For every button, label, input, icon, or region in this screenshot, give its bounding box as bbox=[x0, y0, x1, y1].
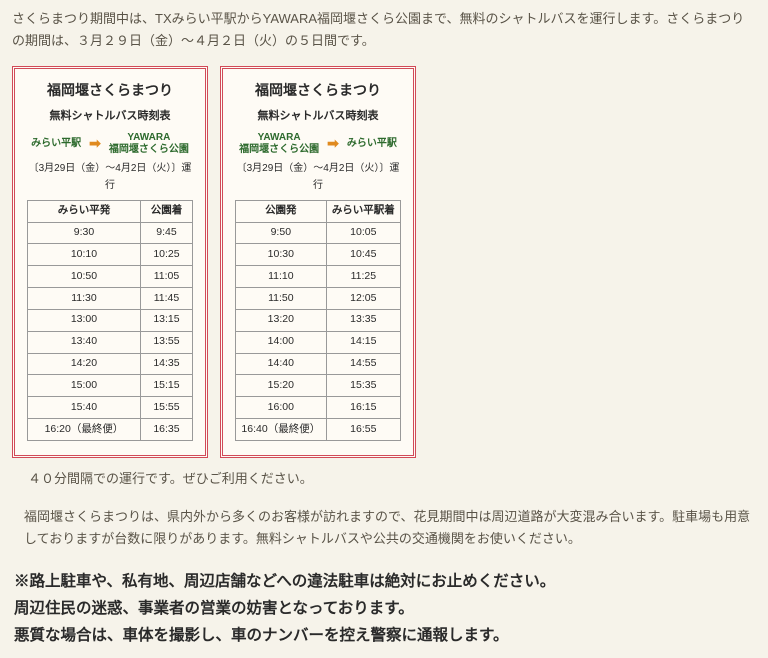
table-cell: 12:05 bbox=[326, 288, 400, 310]
stop-from-l1: YAWARA bbox=[258, 132, 301, 143]
stop-from-l2: 福岡堰さくら公園 bbox=[239, 144, 319, 155]
table-cell: 15:00 bbox=[28, 375, 141, 397]
table-cell: 15:55 bbox=[140, 397, 192, 419]
stop-to: YAWARA 福岡堰さくら公園 bbox=[109, 132, 189, 156]
table-cell: 16:35 bbox=[140, 419, 192, 441]
table-cell: 13:35 bbox=[326, 309, 400, 331]
table-row: 13:4013:55 bbox=[28, 331, 193, 353]
col-header: みらい平駅着 bbox=[326, 200, 400, 222]
table-cell: 15:15 bbox=[140, 375, 192, 397]
table-cell: 10:30 bbox=[236, 244, 327, 266]
table-cell: 16:00 bbox=[236, 397, 327, 419]
table-cell: 10:50 bbox=[28, 266, 141, 288]
col-header: 公園着 bbox=[140, 200, 192, 222]
stop-to: みらい平駅 bbox=[347, 138, 397, 150]
warning-line-2: 周辺住民の迷惑、事業者の営業の妨害となっております。 bbox=[14, 595, 756, 622]
card-title: 福岡堰さくらまつり bbox=[235, 79, 401, 103]
table-cell: 9:45 bbox=[140, 222, 192, 244]
table-row: 16:0016:15 bbox=[236, 397, 401, 419]
table-row: 15:0015:15 bbox=[28, 375, 193, 397]
table-cell: 16:40（最終便） bbox=[236, 419, 327, 441]
table-row: 10:3010:45 bbox=[236, 244, 401, 266]
table-row: 13:2013:35 bbox=[236, 309, 401, 331]
table-cell: 13:55 bbox=[140, 331, 192, 353]
table-cell: 10:05 bbox=[326, 222, 400, 244]
table-cell: 10:10 bbox=[28, 244, 141, 266]
table-cell: 11:30 bbox=[28, 288, 141, 310]
table-cell: 11:25 bbox=[326, 266, 400, 288]
timetable-left-table: みらい平発 公園着 9:309:4510:1010:2510:5011:0511… bbox=[27, 200, 193, 441]
table-cell: 14:35 bbox=[140, 353, 192, 375]
card-title: 福岡堰さくらまつり bbox=[27, 79, 193, 103]
col-header: 公園発 bbox=[236, 200, 327, 222]
stop-from: みらい平駅 bbox=[31, 138, 81, 150]
table-cell: 13:15 bbox=[140, 309, 192, 331]
table-row: 11:5012:05 bbox=[236, 288, 401, 310]
congestion-paragraph: 福岡堰さくらまつりは、県内外から多くのお客様が訪れますので、花見期間中は周辺道路… bbox=[24, 506, 756, 550]
table-cell: 16:55 bbox=[326, 419, 400, 441]
timetable-right-table: 公園発 みらい平駅着 9:5010:0510:3010:4511:1011:25… bbox=[235, 200, 401, 441]
timetable-left: 福岡堰さくらまつり 無料シャトルバス時刻表 みらい平駅 ➡ YAWARA 福岡堰… bbox=[12, 66, 208, 458]
table-cell: 14:15 bbox=[326, 331, 400, 353]
stop-to-l2: 福岡堰さくら公園 bbox=[109, 144, 189, 155]
table-row: 15:2015:35 bbox=[236, 375, 401, 397]
table-row: 14:0014:15 bbox=[236, 331, 401, 353]
table-cell: 11:05 bbox=[140, 266, 192, 288]
table-cell: 9:30 bbox=[28, 222, 141, 244]
stop-to-l1: YAWARA bbox=[127, 132, 170, 143]
period-text: 〔3月29日（金）～4月2日（火）〕運行 bbox=[235, 160, 401, 194]
route-left: みらい平駅 ➡ YAWARA 福岡堰さくら公園 bbox=[27, 132, 193, 156]
warning-block: ※路上駐車や、私有地、周辺店舗などへの違法駐車は絶対にお止めください。 周辺住民… bbox=[14, 568, 756, 649]
table-row: 13:0013:15 bbox=[28, 309, 193, 331]
card-subtitle: 無料シャトルバス時刻表 bbox=[27, 107, 193, 126]
table-cell: 16:15 bbox=[326, 397, 400, 419]
col-header: みらい平発 bbox=[28, 200, 141, 222]
table-row: 16:40（最終便）16:55 bbox=[236, 419, 401, 441]
warning-line-3: 悪質な場合は、車体を撮影し、車のナンバーを控え警察に通報します。 bbox=[14, 622, 756, 649]
table-cell: 11:10 bbox=[236, 266, 327, 288]
table-cell: 15:20 bbox=[236, 375, 327, 397]
route-right: YAWARA 福岡堰さくら公園 ➡ みらい平駅 bbox=[235, 132, 401, 156]
table-cell: 10:45 bbox=[326, 244, 400, 266]
period-text: 〔3月29日（金）～4月2日（火）〕運行 bbox=[27, 160, 193, 194]
warning-line-1: ※路上駐車や、私有地、周辺店舗などへの違法駐車は絶対にお止めください。 bbox=[14, 568, 756, 595]
table-row: 15:4015:55 bbox=[28, 397, 193, 419]
table-cell: 14:20 bbox=[28, 353, 141, 375]
table-row: 14:4014:55 bbox=[236, 353, 401, 375]
table-cell: 10:25 bbox=[140, 244, 192, 266]
table-cell: 9:50 bbox=[236, 222, 327, 244]
table-row: 10:5011:05 bbox=[28, 266, 193, 288]
card-subtitle: 無料シャトルバス時刻表 bbox=[235, 107, 401, 126]
arrow-icon: ➡ bbox=[89, 132, 101, 156]
table-cell: 11:45 bbox=[140, 288, 192, 310]
table-cell: 13:40 bbox=[28, 331, 141, 353]
arrow-icon: ➡ bbox=[327, 132, 339, 156]
table-row: 9:5010:05 bbox=[236, 222, 401, 244]
table-row: 10:1010:25 bbox=[28, 244, 193, 266]
table-row: 14:2014:35 bbox=[28, 353, 193, 375]
intro-text: さくらまつり期間中は、TXみらい平駅からYAWARA福岡堰さくら公園まで、無料の… bbox=[12, 8, 756, 52]
table-cell: 13:00 bbox=[28, 309, 141, 331]
table-cell: 14:55 bbox=[326, 353, 400, 375]
interval-note: ４０分間隔での運行です。ぜひご利用ください。 bbox=[28, 468, 756, 490]
table-row: 11:1011:25 bbox=[236, 266, 401, 288]
table-cell: 15:35 bbox=[326, 375, 400, 397]
timetable-right: 福岡堰さくらまつり 無料シャトルバス時刻表 YAWARA 福岡堰さくら公園 ➡ … bbox=[220, 66, 416, 458]
table-cell: 15:40 bbox=[28, 397, 141, 419]
stop-from: YAWARA 福岡堰さくら公園 bbox=[239, 132, 319, 156]
timetables-row: 福岡堰さくらまつり 無料シャトルバス時刻表 みらい平駅 ➡ YAWARA 福岡堰… bbox=[12, 66, 756, 458]
table-cell: 16:20（最終便） bbox=[28, 419, 141, 441]
table-cell: 14:40 bbox=[236, 353, 327, 375]
table-row: 11:3011:45 bbox=[28, 288, 193, 310]
table-cell: 13:20 bbox=[236, 309, 327, 331]
table-row: 9:309:45 bbox=[28, 222, 193, 244]
table-cell: 14:00 bbox=[236, 331, 327, 353]
table-row: 16:20（最終便）16:35 bbox=[28, 419, 193, 441]
table-cell: 11:50 bbox=[236, 288, 327, 310]
